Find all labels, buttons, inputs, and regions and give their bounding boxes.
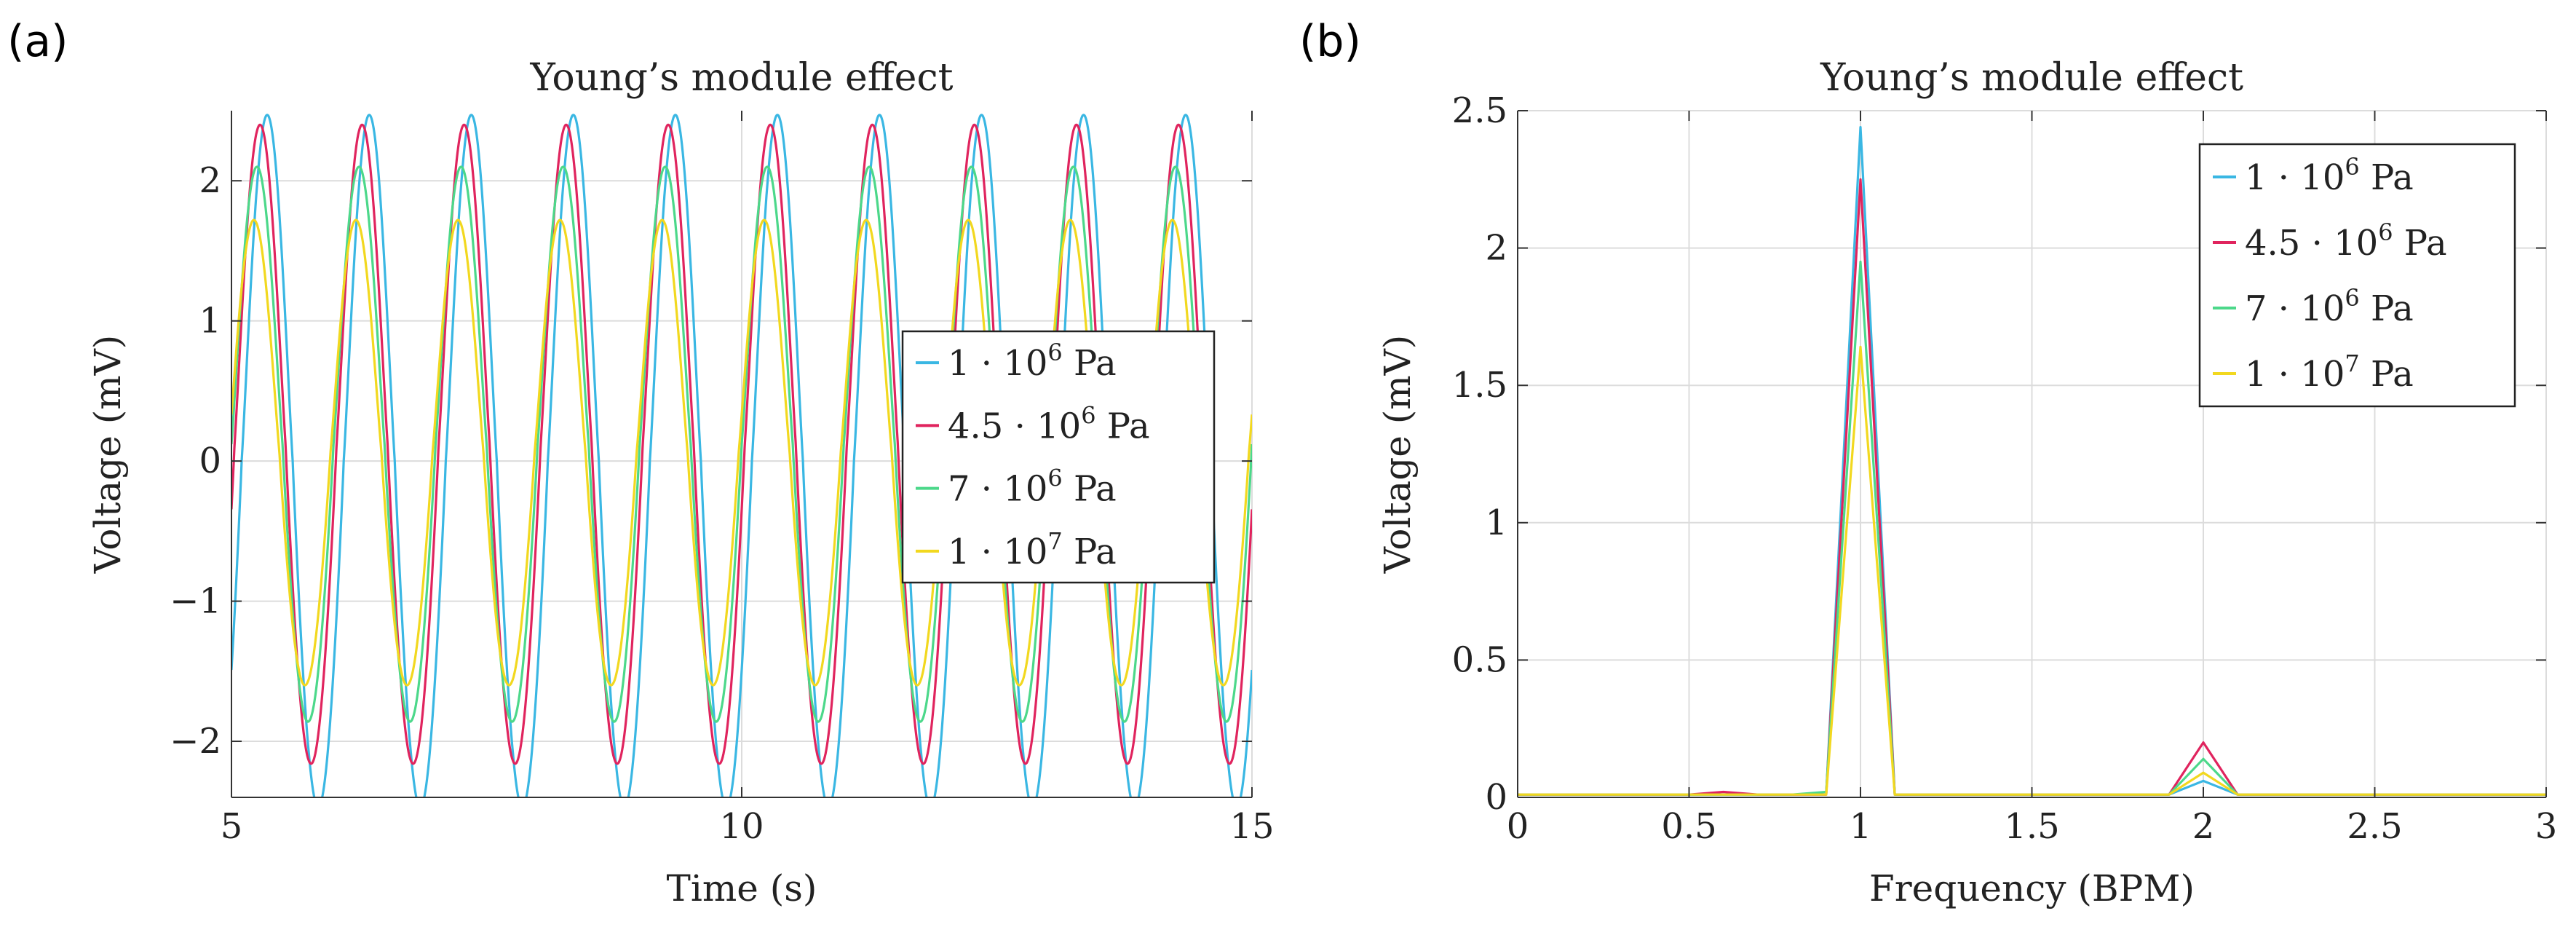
legend-entry-1: 1 · 106 Pa	[2245, 153, 2414, 198]
y-tick-label: 0.5	[1452, 639, 1507, 680]
series-line-1	[231, 114, 1252, 797]
legend: 1 · 106 Pa 4.5 · 106 Pa 7 · 106 Pa 1 · 107 …	[2198, 143, 2516, 408]
y-tick-label: 2.5	[1452, 90, 1507, 131]
legend-entry-1: 1 · 106 Pa	[948, 339, 1117, 384]
x-tick-label: 2.5	[2347, 806, 2402, 847]
y-tick-label: 0	[199, 441, 221, 481]
x-tick-label: 1	[1850, 806, 1872, 847]
y-tick-label: 1.5	[1452, 365, 1507, 406]
y-tick-label: 2	[1485, 228, 1507, 269]
y-tick-label: 0	[1485, 777, 1507, 818]
legend-box	[901, 330, 1216, 584]
y-tick-label: 1	[199, 301, 221, 342]
chart-title: Young’s module effect	[1820, 56, 2243, 100]
series-line-3	[231, 165, 1252, 723]
y-axis-label: Voltage (mV)	[1376, 335, 1419, 575]
x-axis-label: Frequency (BPM)	[1869, 867, 2195, 910]
y-tick-label: −1	[170, 581, 221, 622]
x-tick-label: 2	[2192, 806, 2215, 847]
y-tick-label: 2	[199, 160, 221, 201]
series-group	[231, 114, 1252, 797]
legend: 1 · 106 Pa 4.5 · 106 Pa 7 · 106 Pa 1 · 107 …	[901, 330, 1216, 584]
chart-title: Young’s module effect	[530, 56, 954, 100]
x-axis-label: Time (s)	[667, 867, 817, 910]
panel-label-a: (a)	[7, 16, 68, 67]
y-tick-label: −2	[170, 721, 221, 762]
legend-entry-3: 7 · 106 Pa	[2245, 284, 2414, 329]
x-tick-label: 0	[1507, 806, 1529, 847]
legend-entry-2: 4.5 · 106 Pa	[2245, 218, 2447, 264]
y-tick-label: 1	[1485, 502, 1507, 543]
legend-entry-4: 1 · 107 Pa	[2245, 350, 2414, 395]
y-axis-label: Voltage (mV)	[87, 335, 129, 575]
legend-entry-3: 7 · 106 Pa	[948, 465, 1117, 510]
x-tick-label: 10	[719, 806, 764, 847]
x-tick-label: 3	[2535, 806, 2558, 847]
x-tick-label: 1.5	[2004, 806, 2059, 847]
chart-a: 5 10 15 −2 −1 0 1 2 Young’s module effect Time (s…	[87, 56, 1275, 910]
chart-b: 0 0.5 1 1.5 2 2.5 3 0 0.5 1 1.5 2 2.5 Young’s module …	[1376, 56, 2557, 910]
legend-entry-2: 4.5 · 106 Pa	[948, 401, 1150, 446]
legend-entry-4: 1 · 107 Pa	[948, 527, 1117, 572]
x-tick-label: 5	[221, 806, 243, 847]
x-tick-label: 0.5	[1661, 806, 1716, 847]
legend-box	[2198, 143, 2516, 408]
panel-label-b: (b)	[1299, 16, 1361, 67]
x-tick-label: 15	[1229, 806, 1274, 847]
series-line-4	[231, 218, 1252, 687]
